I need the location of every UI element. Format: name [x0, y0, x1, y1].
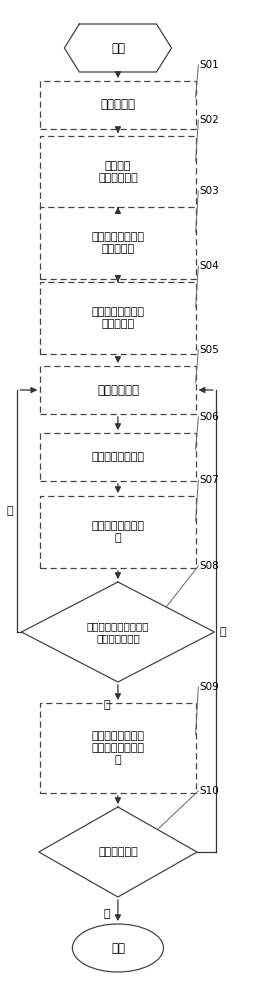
Text: S04: S04 — [200, 261, 219, 271]
Text: S01: S01 — [200, 60, 219, 70]
Text: 采集装置
进行自检校正: 采集装置 进行自检校正 — [98, 161, 138, 183]
Text: 数据经过滤波处理: 数据经过滤波处理 — [91, 452, 144, 462]
Text: S05: S05 — [200, 345, 219, 355]
Text: 开始: 开始 — [111, 41, 125, 54]
Text: 结束: 结束 — [111, 942, 125, 954]
FancyBboxPatch shape — [40, 136, 196, 208]
Text: 等待接收主机发送
的指令信息: 等待接收主机发送 的指令信息 — [91, 232, 144, 254]
Polygon shape — [39, 807, 197, 897]
FancyBboxPatch shape — [40, 703, 196, 793]
Ellipse shape — [72, 924, 163, 972]
Text: 是: 是 — [104, 700, 110, 710]
Text: 采集参数配置和触
发单元配置: 采集参数配置和触 发单元配置 — [91, 307, 144, 329]
Text: S06: S06 — [200, 412, 219, 422]
Polygon shape — [21, 582, 214, 682]
Text: S10: S10 — [200, 786, 219, 796]
Text: 数据开始采集: 数据开始采集 — [97, 383, 139, 396]
Text: 判断采集的数据量是否
达到主机的要求: 判断采集的数据量是否 达到主机的要求 — [87, 621, 149, 643]
Text: 上电初始化: 上电初始化 — [100, 99, 135, 111]
Text: 否: 否 — [104, 909, 110, 919]
Text: 是: 是 — [220, 627, 226, 637]
Text: 数据存储到存储单
元: 数据存储到存储单 元 — [91, 521, 144, 543]
FancyBboxPatch shape — [40, 207, 196, 279]
FancyBboxPatch shape — [40, 496, 196, 568]
FancyBboxPatch shape — [40, 282, 196, 354]
FancyBboxPatch shape — [40, 433, 196, 481]
Text: S02: S02 — [200, 115, 219, 125]
Polygon shape — [64, 24, 172, 72]
Text: S03: S03 — [200, 186, 219, 196]
Text: S09: S09 — [200, 682, 219, 692]
Text: 等待接收数据上传
指令，开始数据上
传: 等待接收数据上传 指令，开始数据上 传 — [91, 731, 144, 765]
Text: 否: 否 — [7, 506, 13, 516]
Text: S07: S07 — [200, 475, 219, 485]
Text: 是否继续采集: 是否继续采集 — [98, 847, 138, 857]
FancyBboxPatch shape — [40, 81, 196, 129]
FancyBboxPatch shape — [40, 366, 196, 414]
Text: S08: S08 — [200, 561, 219, 571]
